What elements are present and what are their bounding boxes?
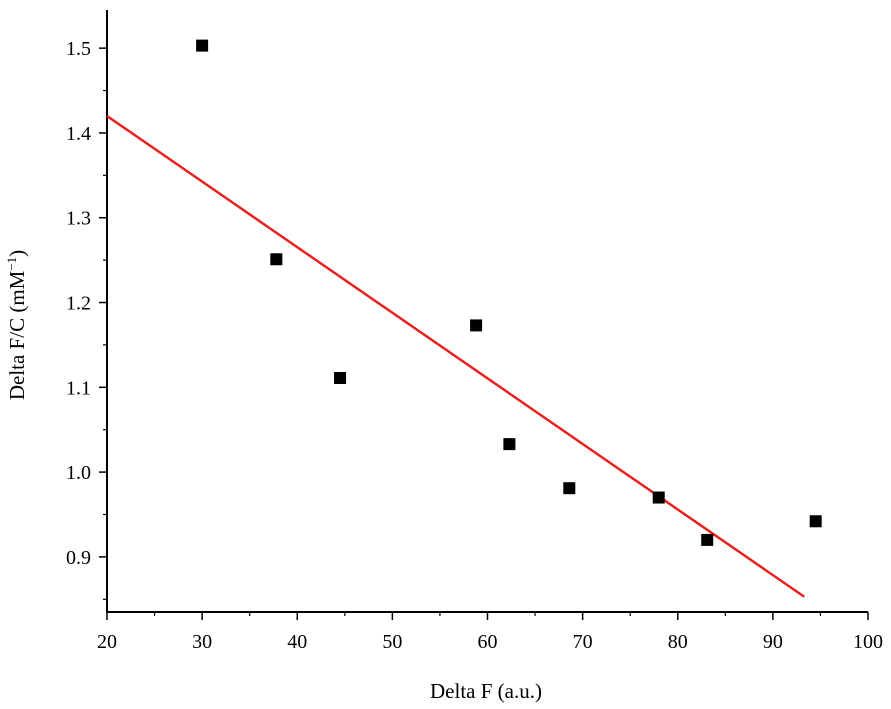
y-tick-label: 1.1 [66,377,91,399]
x-tick-label: 100 [853,631,883,653]
x-tick-label: 80 [668,631,688,653]
x-tick-label: 20 [97,631,117,653]
fit-line [106,114,805,598]
data-point [563,482,576,495]
y-tick-label: 1.5 [66,38,91,60]
x-tick-label: 30 [192,631,212,653]
axes: 20 30 40 50 60 70 80 90 100 0.9 1.0 1.1 1.2 1.3 1.4 1.5 [66,10,883,653]
y-tick-label: 1.2 [66,293,91,315]
x-tick-label: 40 [287,631,307,653]
fit-line-group [106,114,805,598]
y-axis-title: Delta F/C (mM−1) [4,250,29,400]
y-tick-label: 1.4 [66,123,91,145]
y-tick-label: 1.3 [66,208,91,230]
data-point [809,515,822,528]
y-axis-title-superscript: −1 [4,257,19,271]
data-point [196,39,209,52]
x-axis-title: Delta F (a.u.) [430,679,542,703]
y-axis-title-close: ) [5,250,29,257]
x-tick-label: 50 [382,631,402,653]
x-tick-label: 60 [478,631,498,653]
data-point [701,533,714,546]
y-tick-label: 1.0 [66,462,91,484]
data-points [196,39,822,546]
data-point [470,319,483,332]
data-point [270,253,283,266]
y-axis-title-main: Delta F/C (mM [5,270,29,400]
x-tick-label: 90 [763,631,783,653]
data-point [503,438,516,451]
data-point [652,491,665,504]
x-tick-label: 70 [573,631,593,653]
data-point [334,371,347,384]
y-tick-label: 0.9 [66,547,91,569]
